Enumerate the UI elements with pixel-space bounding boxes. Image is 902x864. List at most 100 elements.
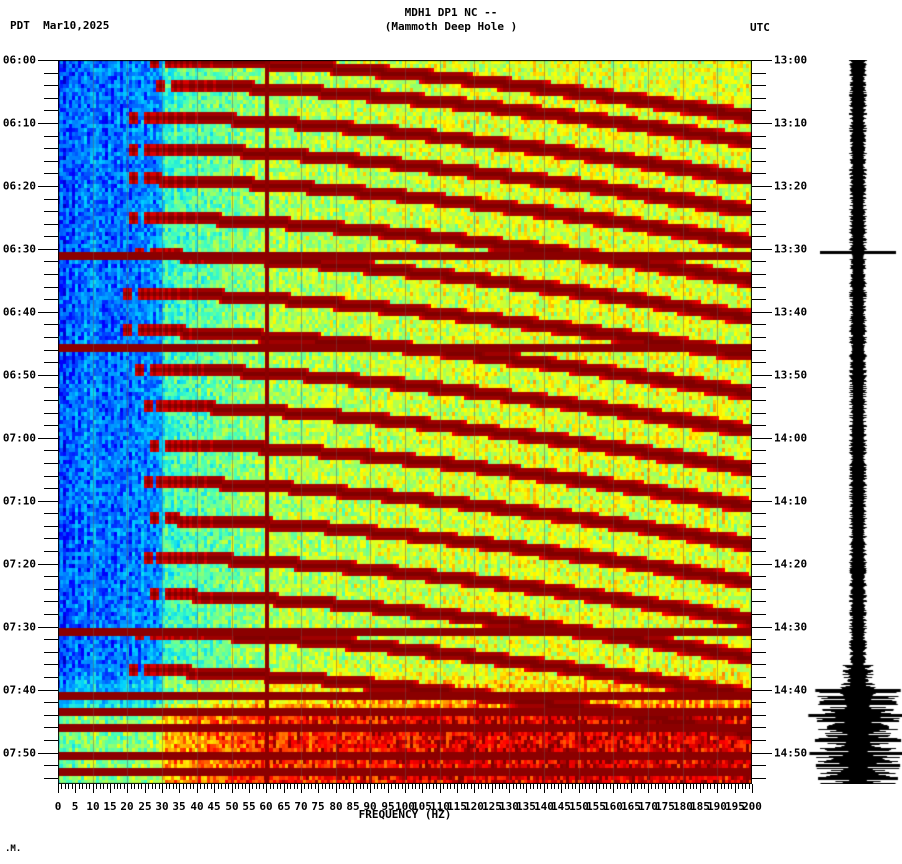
frequency-minor-tick: [86, 784, 87, 789]
frequency-minor-tick: [568, 784, 569, 789]
left-axis-time-label: 07:30: [2, 620, 36, 634]
frequency-axis-label: 140: [534, 800, 554, 813]
frequency-minor-tick: [610, 784, 611, 789]
left-axis-minor-tick: [44, 136, 58, 137]
frequency-minor-tick: [245, 784, 246, 789]
right-axis-minor-tick: [752, 702, 766, 703]
frequency-major-tick: [752, 784, 753, 793]
frequency-major-tick: [75, 784, 76, 793]
frequency-axis-label: 155: [586, 800, 606, 813]
left-axis-minor-tick: [44, 337, 58, 338]
frequency-minor-tick: [82, 784, 83, 789]
spectrogram-plot[interactable]: [58, 60, 752, 784]
frequency-minor-tick: [186, 784, 187, 789]
frequency-minor-tick: [533, 784, 534, 789]
left-axis-minor-tick: [44, 526, 58, 527]
left-axis-time-label: 06:40: [2, 305, 36, 319]
left-axis-minor-tick: [44, 614, 58, 615]
frequency-minor-tick: [89, 784, 90, 789]
left-axis-minor-tick: [44, 488, 58, 489]
frequency-minor-tick: [346, 784, 347, 789]
frequency-axis: 0 5 10 15 20 25 30 35 40 45 50 55 60 65 70 75 80 85 90 95 10…: [55, 784, 762, 824]
frequency-major-tick: [544, 784, 545, 793]
left-axis-minor-tick: [44, 639, 58, 640]
frequency-major-tick: [613, 784, 614, 793]
left-axis-minor-tick: [44, 727, 58, 728]
frequency-minor-tick: [634, 784, 635, 789]
frequency-axis-label: 35: [172, 800, 186, 813]
frequency-axis-label: 90: [363, 800, 377, 813]
frequency-major-tick: [526, 784, 527, 793]
frequency-minor-tick: [516, 784, 517, 789]
left-axis-minor-tick: [44, 350, 58, 351]
left-axis-major-tick: [38, 375, 58, 376]
right-axis-major-tick: [752, 564, 772, 565]
left-axis-major-tick: [38, 690, 58, 691]
frequency-axis-label: 175: [655, 800, 675, 813]
frequency-minor-tick: [148, 784, 149, 789]
right-axis-minor-tick: [752, 299, 766, 300]
frequency-axis-label: 130: [499, 800, 519, 813]
frequency-minor-tick: [100, 784, 101, 789]
left-axis-minor-tick: [44, 702, 58, 703]
frequency-axis-label: 120: [464, 800, 484, 813]
frequency-major-tick: [58, 784, 59, 793]
right-axis-minor-tick: [752, 413, 766, 414]
right-axis-minor-tick: [752, 211, 766, 212]
frequency-axis-label: 45: [207, 800, 221, 813]
left-axis-minor-tick: [44, 413, 58, 414]
right-axis-time-label: 14:00: [774, 431, 808, 445]
right-axis-minor-tick: [752, 778, 766, 779]
spectrogram-canvas[interactable]: [58, 60, 752, 784]
left-axis-time-label: 07:00: [2, 431, 36, 445]
right-axis-time-label: 13:50: [774, 368, 808, 382]
left-axis-minor-tick: [44, 715, 58, 716]
frequency-minor-tick: [690, 784, 691, 789]
right-axis-minor-tick: [752, 324, 766, 325]
frequency-axis-label: 85: [346, 800, 360, 813]
frequency-minor-tick: [273, 784, 274, 789]
frequency-minor-tick: [339, 784, 340, 789]
frequency-major-tick: [509, 784, 510, 793]
frequency-minor-tick: [398, 784, 399, 789]
frequency-minor-tick: [499, 784, 500, 789]
frequency-minor-tick: [582, 784, 583, 789]
left-axis-major-tick: [38, 60, 58, 61]
right-axis-major-tick: [752, 249, 772, 250]
right-axis-minor-tick: [752, 425, 766, 426]
right-axis-minor-tick: [752, 161, 766, 162]
frequency-axis-label: 115: [447, 800, 467, 813]
left-axis-minor-tick: [44, 211, 58, 212]
right-axis-minor-tick: [752, 614, 766, 615]
frequency-major-tick: [336, 784, 337, 793]
right-axis-minor-tick: [752, 589, 766, 590]
frequency-axis-label: 80: [329, 800, 343, 813]
frequency-axis-label: 70: [294, 800, 308, 813]
left-axis-major-tick: [38, 123, 58, 124]
left-axis-minor-tick: [44, 601, 58, 602]
frequency-minor-tick: [592, 784, 593, 789]
frequency-minor-tick: [173, 784, 174, 789]
frequency-axis-label: 185: [690, 800, 710, 813]
frequency-axis-label: 20: [120, 800, 134, 813]
frequency-axis-label: 60: [259, 800, 273, 813]
frequency-axis-title: FREQUENCY (HZ): [358, 808, 452, 821]
frequency-minor-tick: [658, 784, 659, 789]
frequency-minor-tick: [589, 784, 590, 789]
right-axis-minor-tick: [752, 274, 766, 275]
frequency-axis-label: 100: [395, 800, 415, 813]
frequency-minor-tick: [485, 784, 486, 789]
frequency-minor-tick: [513, 784, 514, 789]
frequency-major-tick: [422, 784, 423, 793]
frequency-minor-tick: [471, 784, 472, 789]
frequency-minor-tick: [603, 784, 604, 789]
frequency-major-tick: [579, 784, 580, 793]
left-axis-minor-tick: [44, 362, 58, 363]
left-time-axis: 06:00 06:10 06:20 06:30 06:40 06:50 07:00 07:10…: [0, 54, 58, 784]
frequency-minor-tick: [343, 784, 344, 789]
frequency-minor-tick: [72, 784, 73, 789]
frequency-axis-label: 30: [155, 800, 169, 813]
left-axis-minor-tick: [44, 261, 58, 262]
left-axis-minor-tick: [44, 387, 58, 388]
page-subtitle: (Mammoth Deep Hole ): [384, 20, 518, 33]
